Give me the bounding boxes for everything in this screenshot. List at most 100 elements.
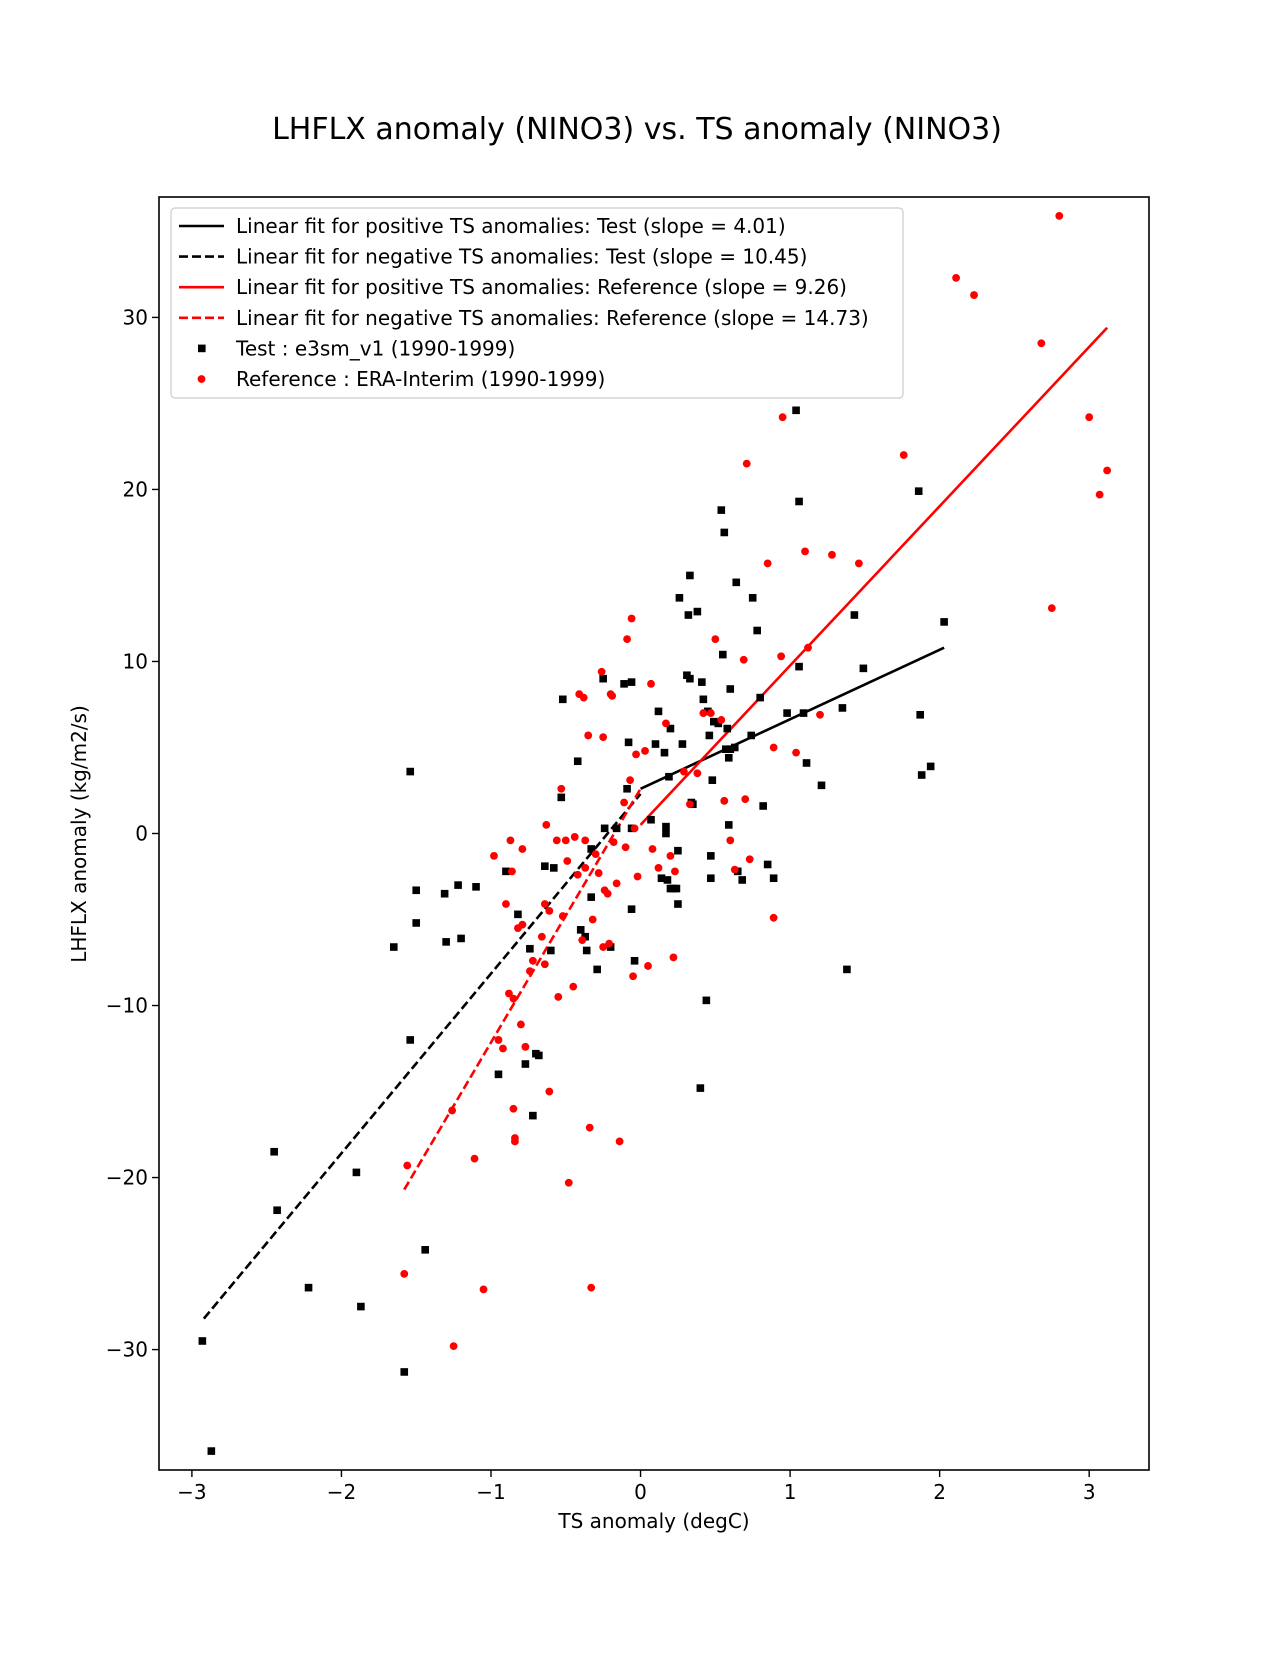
test-point [707,874,715,883]
test-point [660,748,669,757]
reference-point [1047,604,1056,613]
reference-point [540,900,549,908]
test-point [557,793,566,802]
reference-point [627,614,636,623]
reference-point [490,851,498,860]
reference-point [597,667,606,676]
reference-point [816,710,824,719]
test-point [600,824,609,833]
reference-point [854,559,863,568]
test-point [412,886,421,895]
reference-point [970,291,978,299]
reference-point [403,1161,412,1170]
reference-point [591,850,600,859]
reference-point [641,747,649,755]
reference-point [671,867,679,876]
test-point [457,934,465,943]
test-point [859,664,868,673]
legend-label: Linear fit for negative TS anomalies: Te… [236,245,807,269]
test-point [718,650,727,659]
reference-point [506,836,515,845]
x-tick-label: −1 [476,1480,505,1504]
test-point [698,678,706,686]
reference-point [587,1283,596,1292]
reference-point [569,982,578,991]
reference-point [804,643,812,652]
reference-point [629,972,637,981]
reference-point [584,731,593,740]
x-tick-label: 0 [634,1480,647,1504]
reference-point [1103,466,1112,475]
reference-point [528,956,537,965]
test-point [587,845,595,853]
reference-point [792,748,800,757]
test-point [440,889,449,898]
reference-point [558,912,567,920]
test-point [686,571,694,580]
reference-point [521,1042,530,1051]
reference-point [1085,413,1094,422]
reference-point [745,855,754,864]
reference-point [554,993,563,1001]
legend-box [170,207,904,399]
reference-point [693,769,702,778]
legend-square-marker [198,344,206,353]
legend-label: Reference : ERA-Interim (1990-1999) [236,367,605,391]
test-point [726,685,735,693]
test-point [406,1036,415,1044]
reference-point [828,550,836,559]
reference-point [644,962,652,970]
reference-point [563,857,572,865]
test-point [838,704,847,712]
test-point [198,1337,207,1345]
test-point [753,626,761,635]
test-point [627,678,636,686]
reference-point [769,743,778,752]
reference-point [470,1154,479,1163]
reference-point [620,798,628,807]
reference-point [730,865,739,874]
reference-point [742,459,751,468]
test-point [696,1084,705,1092]
test-point [630,957,639,965]
reference-point [706,709,715,717]
reference-point [525,967,534,976]
test-point [707,852,715,860]
reference-point [502,900,510,908]
reference-point [632,750,640,759]
test-point [270,1147,278,1156]
reference-point [680,767,688,776]
reference-point [509,994,518,1003]
reference-point [585,1123,594,1132]
reference-point [801,547,809,556]
test-point [624,738,633,747]
test-point [472,883,480,891]
reference-point [633,872,642,881]
y-tick-label: 10 [123,649,148,673]
reference-point [570,833,579,841]
reference-point [699,709,708,717]
legend-circle-marker [197,375,206,383]
reference-point [1037,339,1046,348]
reference-point [594,869,603,877]
test-point [526,944,534,953]
test-point [720,528,729,537]
test-point [714,719,723,728]
reference-point [400,1269,409,1278]
reference-point [449,1342,458,1351]
reference-point [537,932,546,941]
chart-title: LHFLX anomaly (NINO3) vs. TS anomaly (NI… [272,112,1002,147]
fit-lines [202,326,1109,1320]
reference-point [778,413,787,422]
test-point [421,1246,429,1254]
test-point [514,910,522,919]
reference-point [479,1285,488,1294]
test-point [732,578,741,587]
reference-point [552,836,561,845]
reference-point [605,939,614,948]
test-point [748,594,757,602]
reference-point [621,843,630,852]
test-point [665,772,673,781]
test-point [705,731,714,740]
test-point [647,815,655,824]
